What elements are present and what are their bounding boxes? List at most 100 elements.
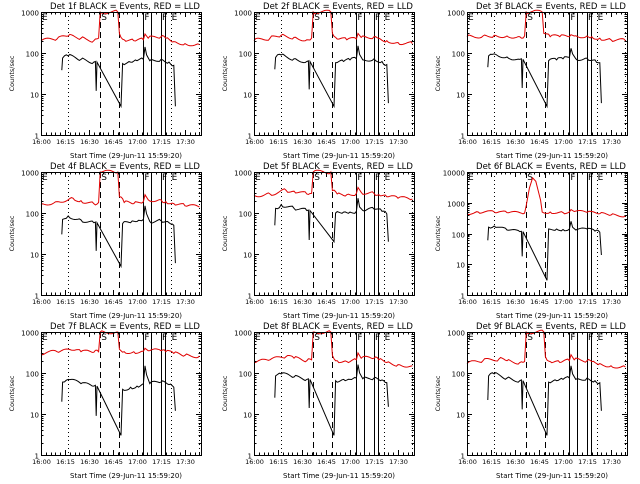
marker-label: E [255, 13, 261, 23]
x-tick-label: 16:30 [293, 138, 312, 146]
x-tick-label: 16:30 [293, 458, 312, 466]
lld-series-line [253, 169, 413, 201]
events-series-line [61, 46, 176, 109]
detector-chart: Det 9f BLACK = Events, RED = LLD Counts/s… [434, 322, 628, 480]
x-tick-label: 16:45 [104, 298, 123, 306]
marker-label: F [162, 173, 167, 183]
y-tick-label: 1000 [21, 330, 39, 338]
events-series-line [274, 364, 389, 436]
x-axis-label: Start Time (29-Jun-11 15:59:20) [70, 312, 182, 320]
y-tick-label: 10 [243, 92, 252, 100]
x-tick-label: 16:15 [482, 298, 501, 306]
x-tick-label: 16:30 [80, 138, 99, 146]
events-series-line [274, 198, 389, 244]
x-tick-label: 16:15 [56, 458, 75, 466]
x-tick-label: 17:30 [602, 458, 621, 466]
lld-series-line [466, 176, 626, 218]
x-tick-label: 17:00 [554, 138, 573, 146]
plot-frame [41, 12, 202, 136]
y-tick-label: 10 [30, 92, 39, 100]
x-tick-label: 17:30 [176, 138, 195, 146]
detector-chart: Det 6f BLACK = Events, RED = LLD Counts/s… [434, 162, 628, 320]
detector-panel: Det 7f BLACK = Events, RED = LLD Counts/s… [0, 320, 213, 480]
x-tick-label: 17:30 [389, 298, 408, 306]
x-tick-label: 16:15 [56, 138, 75, 146]
marker-label: F [570, 333, 575, 343]
plot-frame [254, 12, 415, 136]
marker-label: F [162, 13, 167, 23]
lld-series-line [254, 330, 413, 368]
marker-label: S [314, 173, 320, 183]
y-tick-label: 1000 [447, 10, 465, 18]
y-axis-label: Counts/sec [434, 375, 442, 411]
marker-label: E [385, 13, 391, 23]
x-tick-label: 17:00 [128, 138, 147, 146]
x-tick-label: 17:00 [341, 458, 360, 466]
marker-label: S [527, 13, 533, 23]
x-axis-label: Start Time (29-Jun-11 15:59:20) [283, 152, 395, 160]
x-tick-label: 16:15 [56, 298, 75, 306]
marker-label: S [314, 333, 320, 343]
chart-title: Det 3f BLACK = Events, RED = LLD [476, 2, 626, 12]
detector-panel: Det 8f BLACK = Events, RED = LLD Counts/s… [213, 320, 426, 480]
marker-label: S [101, 173, 107, 183]
x-tick-label: 17:15 [152, 458, 171, 466]
x-tick-label: 16:30 [80, 298, 99, 306]
x-axis-label: Start Time (29-Jun-11 15:59:20) [283, 472, 395, 480]
marker-label: F [570, 13, 575, 23]
x-tick-label: 16:45 [530, 138, 549, 146]
marker-label: F [144, 13, 149, 23]
y-axis-label: Counts/sec [221, 55, 229, 91]
y-tick-label: 1 [35, 293, 39, 301]
y-tick-label: 1 [248, 293, 252, 301]
marker-label: E [172, 173, 178, 183]
y-tick-label: 10 [456, 412, 465, 420]
y-axis-label: Counts/sec [221, 375, 229, 411]
y-tick-label: 100 [26, 211, 39, 219]
y-tick-label: 1 [248, 133, 252, 141]
x-tick-label: 16:45 [104, 138, 123, 146]
y-tick-label: 100 [452, 51, 465, 59]
x-tick-label: 16:00 [458, 138, 477, 146]
y-tick-label: 1 [35, 133, 39, 141]
lld-series-line [40, 9, 200, 47]
marker-label: F [162, 333, 167, 343]
marker-label: F [144, 333, 149, 343]
y-tick-label: 1 [461, 133, 465, 141]
x-tick-label: 16:15 [269, 298, 288, 306]
events-series-line [487, 365, 602, 436]
detector-panel: Det 1f BLACK = Events, RED = LLD Counts/s… [0, 0, 213, 160]
marker-label: E [172, 333, 178, 343]
y-tick-label: 1000 [447, 201, 465, 209]
marker-label: E [598, 173, 604, 183]
marker-label: F [588, 13, 593, 23]
plot-frame [41, 172, 202, 296]
marker-label: F [375, 333, 380, 343]
marker-label: E [172, 13, 178, 23]
marker-label: E [42, 13, 48, 23]
x-tick-label: 16:45 [104, 458, 123, 466]
marker-label: E [385, 173, 391, 183]
y-tick-label: 1 [461, 293, 465, 301]
events-series-line [274, 45, 389, 109]
lld-series-line [40, 169, 200, 208]
marker-label: F [588, 173, 593, 183]
marker-label: F [375, 173, 380, 183]
y-axis-label: Counts/sec [8, 55, 16, 91]
y-tick-label: 100 [452, 371, 465, 379]
chart-title: Det 1f BLACK = Events, RED = LLD [50, 2, 200, 12]
x-tick-label: 16:15 [482, 458, 501, 466]
x-tick-label: 17:30 [389, 458, 408, 466]
y-axis-label: Counts/sec [8, 375, 16, 411]
y-axis-label: Counts/sec [434, 55, 442, 91]
chart-title: Det 8f BLACK = Events, RED = LLD [263, 322, 413, 332]
marker-label: F [144, 173, 149, 183]
chart-title: Det 5f BLACK = Events, RED = LLD [263, 162, 413, 172]
y-tick-label: 1 [35, 453, 39, 461]
detector-panel: Det 4f BLACK = Events, RED = LLD Counts/s… [0, 160, 213, 320]
marker-label: F [357, 333, 362, 343]
x-tick-label: 17:30 [389, 138, 408, 146]
events-series-line [487, 221, 602, 281]
x-axis-label: Start Time (29-Jun-11 15:59:20) [496, 472, 608, 480]
